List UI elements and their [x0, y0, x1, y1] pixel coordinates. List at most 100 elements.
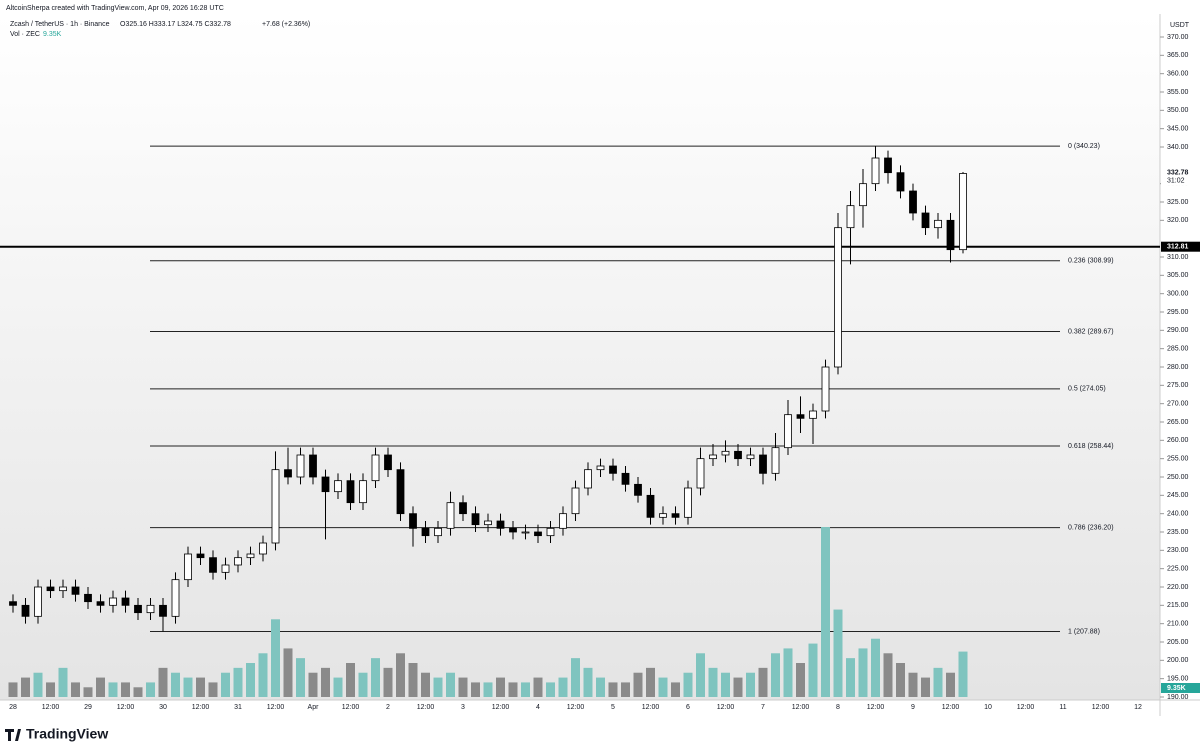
volume-bar	[846, 658, 855, 697]
candle-body	[434, 527, 442, 537]
volume-bar	[796, 663, 805, 697]
volume-bar	[558, 677, 568, 697]
volume-title: Vol · ZEC	[10, 31, 40, 38]
candle-body	[21, 604, 30, 617]
candle-body	[471, 513, 480, 526]
volume-bar	[71, 682, 80, 697]
y-tick-label: 205.00	[1167, 639, 1189, 646]
candle-body	[371, 454, 380, 482]
candle-body	[184, 553, 192, 581]
volume-bar	[758, 667, 768, 697]
volume-bar	[583, 667, 593, 697]
fib-label: 1 (207.88)	[1068, 628, 1100, 635]
volume-bar	[546, 682, 555, 697]
y-tick-label: 240.00	[1167, 511, 1189, 518]
volume-bar	[96, 677, 105, 697]
candle-body	[109, 597, 117, 606]
y-tick-label: 250.00	[1167, 474, 1189, 481]
volume-bar	[158, 667, 168, 697]
y-tick-label: 235.00	[1167, 529, 1189, 536]
volume-bar	[458, 677, 468, 697]
volume-bar	[521, 682, 530, 697]
candle-body	[821, 366, 830, 412]
candle-body	[9, 601, 17, 606]
volume-bar	[646, 667, 655, 697]
candle-body	[959, 173, 967, 251]
volume-bar	[408, 663, 418, 697]
candle-body	[96, 601, 105, 606]
candle-body	[621, 472, 630, 485]
candle-body	[584, 469, 592, 489]
x-tick-label: 6	[686, 704, 690, 711]
y-tick-label: 225.00	[1167, 566, 1189, 573]
volume-bar	[508, 682, 518, 697]
candle-body	[209, 557, 217, 573]
volume-bar	[671, 682, 680, 697]
volume-bar	[358, 672, 368, 697]
x-tick-label: 11	[1059, 704, 1066, 711]
candle-body	[896, 172, 905, 192]
candle-body	[359, 480, 367, 504]
candle-body	[84, 593, 92, 603]
candle-body	[846, 205, 855, 229]
ohlc: O325.16 H333.17 L324.75 C332.78	[120, 21, 231, 28]
volume-bar	[146, 682, 155, 697]
x-tick-label: 12:00	[417, 704, 435, 711]
volume-bar	[596, 677, 605, 697]
y-tick-label: 245.00	[1167, 492, 1189, 499]
plot-area	[0, 14, 1160, 700]
volume-bar	[321, 667, 330, 697]
candle-body	[234, 557, 242, 566]
volume-bar	[421, 672, 430, 697]
x-tick-label: 12:00	[192, 704, 210, 711]
volume-bar	[308, 672, 318, 697]
volume-bar	[946, 672, 955, 697]
volume-value: 9.35K	[43, 31, 62, 38]
volume-bar	[683, 672, 693, 697]
x-tick-label: 30	[159, 704, 167, 711]
candle-body	[196, 553, 205, 559]
x-tick-label: 12:00	[267, 704, 285, 711]
candle-body	[271, 469, 280, 544]
candle-body	[309, 454, 317, 478]
fib-label: 0 (340.23)	[1068, 143, 1100, 150]
candle-body	[709, 454, 717, 460]
volume-bar	[108, 682, 118, 697]
y-tick-label: 220.00	[1167, 584, 1189, 591]
x-tick-label: 9	[911, 704, 915, 711]
hline-label: 312.81	[1167, 244, 1189, 251]
volume-bar	[171, 672, 180, 697]
x-tick-label: 8	[836, 704, 840, 711]
y-tick-label: 290.00	[1167, 327, 1189, 334]
volume-bar	[246, 663, 255, 697]
y-tick-label: 360.00	[1167, 71, 1189, 78]
hline-badge	[1161, 241, 1200, 252]
x-tick-label: 12:00	[342, 704, 360, 711]
volume-bar	[383, 667, 393, 697]
volume-bar	[283, 648, 293, 697]
brand: TradingView	[26, 726, 108, 742]
volume-bar	[571, 658, 580, 697]
y-tick-label: 215.00	[1167, 602, 1189, 609]
volume-bar	[21, 677, 30, 697]
candle-body	[221, 564, 230, 573]
volume-bar	[433, 677, 443, 697]
countdown: 31:02	[1167, 177, 1185, 184]
candle-body	[696, 458, 705, 489]
x-tick-label: 3	[461, 704, 465, 711]
y-tick-label: 295.00	[1167, 309, 1189, 316]
x-tick-label: Apr	[308, 704, 320, 711]
y-tick-label: 300.00	[1167, 291, 1189, 298]
volume-bar	[771, 653, 780, 697]
candle-body	[571, 487, 580, 515]
candle-body	[334, 480, 342, 493]
volume-bar	[621, 682, 630, 697]
volume-badge-label: 9.35K	[1167, 685, 1186, 692]
candle-body	[421, 527, 430, 537]
candle-body	[671, 513, 680, 518]
volume-bar	[133, 687, 143, 697]
candle-body	[259, 542, 267, 555]
x-tick-label: 12:00	[717, 704, 735, 711]
currency: USDT	[1170, 22, 1190, 29]
